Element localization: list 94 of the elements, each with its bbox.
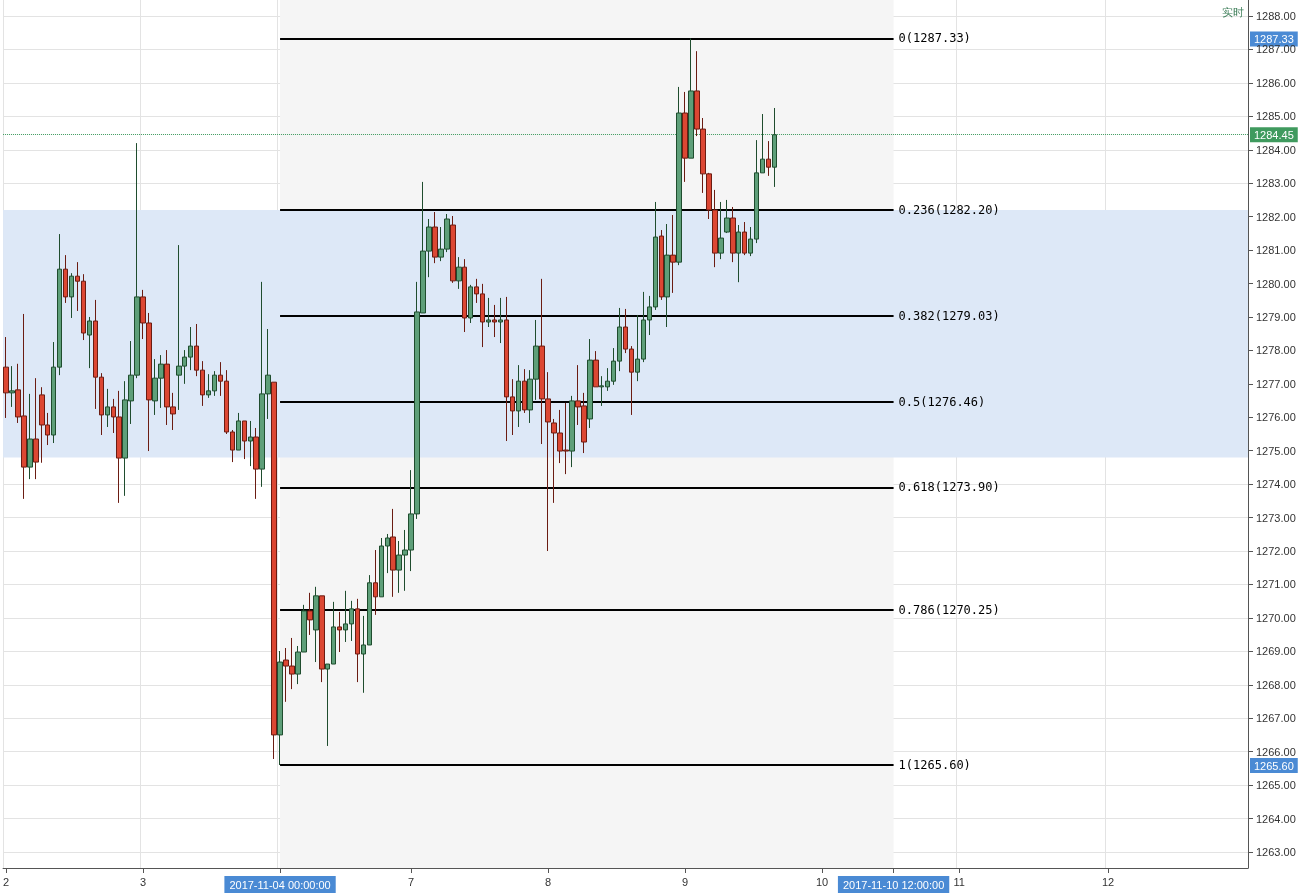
y-tick-label: 1263.00 [1256,845,1296,858]
candlestick [724,199,730,234]
ref-line-label: 1284.45 [1254,128,1294,141]
y-tick-label: 1285.00 [1256,110,1296,123]
candlestick [313,586,319,663]
y-tick-label: 1287.00 [1256,43,1296,56]
x-tick-label: 8 [545,875,552,888]
y-tick-label: 1265.00 [1256,779,1296,792]
y-tick-label: 1270.00 [1256,611,1296,624]
candlestick [516,364,521,428]
candlestick [688,37,694,159]
candlestick [593,350,599,388]
y-tick-label: 1264.00 [1256,812,1296,825]
candlestick [319,595,325,683]
y-tick-label: 1277.00 [1256,377,1296,390]
candlestick [373,549,378,616]
candlestick [742,221,747,256]
candlestick [9,365,15,408]
candlestick [271,381,277,760]
candlestick [718,201,724,260]
x-tick-label: 12 [1101,875,1115,888]
candlestick [462,258,467,333]
y-tick-label: 1276.00 [1256,411,1296,424]
ref-line-label: 0(1287.33) [898,31,971,46]
candlestick [450,215,456,284]
candlestick [27,393,33,480]
candlestick [659,229,664,301]
x-tick-label: 7 [408,875,415,888]
candlestick [670,214,676,294]
x-tick-label: 11 [953,875,965,888]
candlestick [569,395,575,468]
candlestick [277,650,283,766]
candlestick [682,91,688,183]
annotation: 实时 [1222,5,1244,18]
ref-line-label: 0.382(1279.03) [898,308,1000,323]
text: 1287.33 [1254,32,1294,45]
candlestick [664,223,670,328]
y-tick-label: 1288.00 [1256,10,1296,23]
candlestick [432,211,438,264]
candlestick [498,297,503,344]
candlestick [307,592,313,636]
y-tick-label: 1273.00 [1256,511,1296,524]
y-tick-label: 1280.00 [1256,277,1296,290]
y-tick-label: 1274.00 [1256,478,1296,491]
candlestick [69,272,74,319]
y-tick-label: 1266.00 [1256,745,1296,758]
candlestick [253,427,259,500]
text: 1265.60 [1254,759,1294,772]
candlestick [3,336,9,419]
candlestick [766,140,771,177]
y-tick-label: 1271.00 [1256,578,1296,591]
candlestick [522,368,527,414]
candlestick [87,316,92,369]
y-tick-label: 1286.00 [1256,76,1296,89]
y-tick-label: 1272.00 [1256,545,1296,558]
ref-line-label: 1(1265.60) [898,758,971,773]
x-tick-label: 2 [2,875,10,888]
candlestick [105,388,110,428]
x-tick-label: 9 [682,875,689,888]
candlestick [730,206,736,263]
candlestick [736,224,741,283]
x-tick-label: 3 [139,875,147,888]
candlestick [236,412,241,451]
y-tick-label: 1269.00 [1256,645,1296,658]
candlestick [390,508,396,598]
y-tick-label: 1283.00 [1256,177,1296,190]
candlestick [337,611,342,653]
x-tick-label: 10 [815,875,829,888]
candlestick [355,598,360,683]
ref-line-label: 0.786(1270.25) [898,602,1000,617]
y-tick-label: 1282.00 [1256,210,1296,223]
candlestick [33,377,39,480]
y-tick-label: 1281.00 [1256,244,1296,257]
candlestick [242,420,247,460]
candlestick [468,284,473,324]
ref-line-label: 0.5(1276.46) [898,394,986,409]
candlestick [676,86,682,266]
ref-line-label: 0.618(1273.90) [898,480,1000,495]
y-tick-label: 1267.00 [1256,712,1296,725]
x-tick-label: 2017-11-04 00:00:00 [229,878,331,891]
candlestick [772,107,777,188]
ref-line-label: 0.236(1282.20) [898,202,1000,217]
candlestick [456,256,462,290]
candlestick [492,304,497,338]
candlestick [63,254,68,304]
y-tick-label: 1268.00 [1256,678,1296,691]
y-tick-label: 1275.00 [1256,444,1296,457]
y-tick-label: 1279.00 [1256,310,1296,323]
y-tick-label: 1284.00 [1256,143,1296,156]
candlestick [486,297,491,328]
candlestick [587,338,593,429]
y-tick-label: 1278.00 [1256,344,1296,357]
candlestick [248,420,253,467]
x-tick-label: 2017-11-10 12:00:00 [842,878,945,891]
